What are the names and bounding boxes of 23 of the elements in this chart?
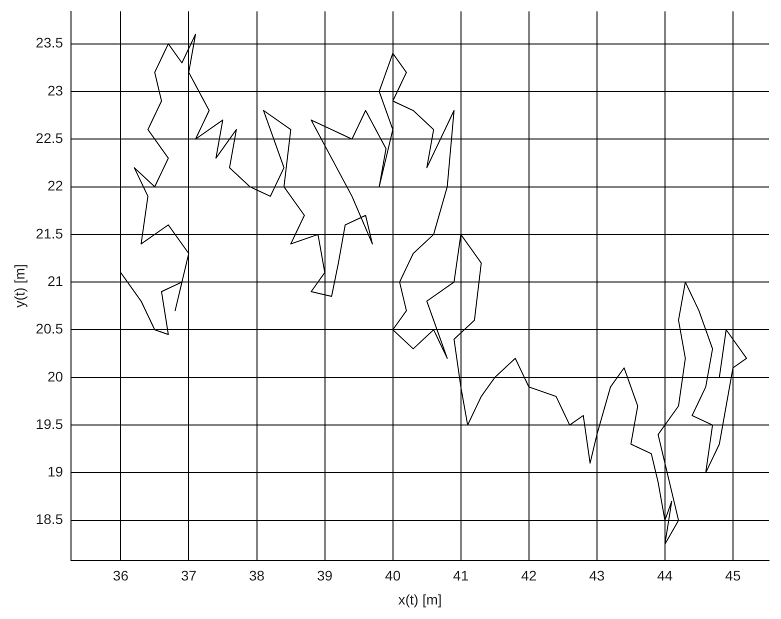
y-tick-label: 23.5 [36, 34, 64, 51]
x-axis-title: x(t) [m] [398, 591, 442, 608]
y-tick-label: 18.5 [36, 511, 64, 528]
y-tick-label: 23 [47, 82, 64, 98]
y-tick-label: 19.5 [36, 416, 64, 432]
y-tick-label: 20 [47, 368, 64, 384]
y-tick-label: 22 [47, 178, 64, 194]
y-tick-label: 20.5 [36, 320, 64, 337]
x-tick-label: 37 [180, 568, 197, 584]
x-tick-label: 44 [657, 568, 673, 584]
x-tick-label: 41 [453, 568, 469, 584]
x-tick-label: 36 [112, 568, 129, 584]
x-tick-label: 39 [317, 568, 333, 584]
x-tick-label: 38 [248, 568, 265, 584]
x-tick-label: 42 [521, 568, 537, 584]
x-tick-label: 43 [589, 568, 605, 584]
x-tick-label: 40 [385, 568, 401, 584]
y-tick-label: 22.5 [36, 130, 64, 146]
y-tick-label: 21 [47, 272, 64, 289]
y-tick-label: 21.5 [36, 225, 64, 242]
x-tick-label: 45 [725, 568, 741, 584]
y-axis-title: y(t) [m] [11, 264, 28, 308]
y-tick-label: 19 [47, 464, 64, 480]
